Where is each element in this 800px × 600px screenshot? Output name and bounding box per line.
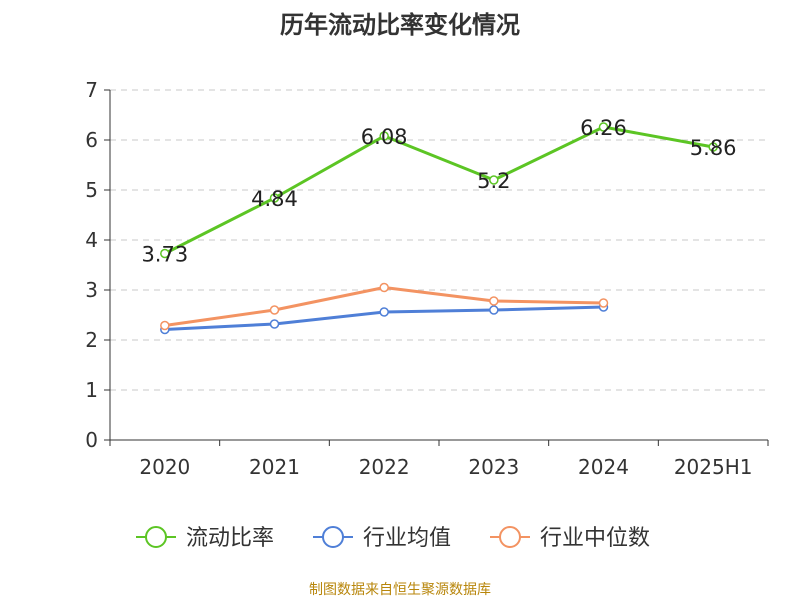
data-label: 4.84 [251,187,298,211]
chart-title: 历年流动比率变化情况 [280,11,520,39]
y-tick-label: 4 [85,228,98,252]
data-point [379,282,389,293]
grid-lines [110,89,768,391]
legend: 流动比率 行业均值 行业中位数 [136,526,650,551]
series-line-2 [164,286,604,327]
data-point [598,122,609,132]
data-point [489,175,499,185]
x-tick-label-2025H1: 2025H1 [674,455,753,479]
x-tick-label-2024: 2024 [578,455,629,479]
data-point [269,193,280,203]
axes: 0 1 2 3 4 5 6 7 2020 2021 2022 2023 2024 2025H1 [85,78,769,479]
data-point [598,298,609,308]
data-point [269,319,280,329]
series-line-0 [164,125,714,255]
y-tick-label: 5 [85,178,98,202]
data-point [160,320,170,331]
data-label: 3.73 [141,243,188,267]
data-point [708,142,718,152]
y-tick-label: 7 [85,78,98,102]
legend-label-2[interactable]: 行业中位数 [540,526,650,551]
series-points [160,122,718,335]
x-tick-label-2023: 2023 [468,455,519,479]
legend-label-0[interactable]: 流动比率 [186,526,274,551]
series-lines [164,125,714,331]
y-tick-label: 1 [85,378,98,402]
data-label: 6.26 [580,116,627,140]
data-label: 6.08 [361,125,408,149]
data-point [489,296,499,306]
x-tick-label-2022: 2022 [359,455,410,479]
data-labels: 3.73 4.84 6.08 5.2 6.26 5.86 [141,116,736,267]
data-point [269,305,280,315]
legend-label-1[interactable]: 行业均值 [363,526,451,551]
source-note: 制图数据来自恒生聚源数据库 [309,582,491,598]
data-label: 5.2 [477,169,510,193]
legend-marker-2 [499,526,521,548]
legend-marker-0 [145,526,167,548]
legend-marker-1 [322,526,344,548]
x-tick-label-2020: 2020 [139,455,190,479]
data-point [379,307,389,317]
y-tick-label: 3 [85,278,98,302]
y-tick-label: 0 [85,428,98,452]
y-tick-label: 6 [85,128,98,152]
data-point [489,305,499,315]
data-point [160,248,170,259]
y-tick-label: 2 [85,328,98,352]
data-label: 5.86 [690,136,737,160]
x-tick-label-2021: 2021 [249,455,300,479]
data-point [379,131,389,141]
